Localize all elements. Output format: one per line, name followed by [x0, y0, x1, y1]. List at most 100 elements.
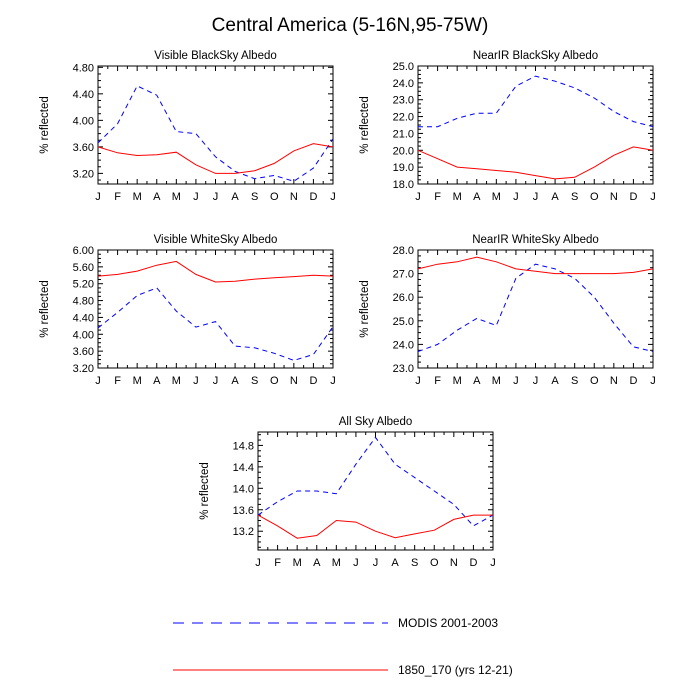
x-tick-label: M — [453, 375, 462, 387]
x-tick-label: S — [251, 191, 258, 203]
x-tick-label: J — [415, 191, 421, 203]
y-tick-label: 14.8 — [233, 440, 254, 452]
y-tick-label: 25.0 — [393, 61, 414, 73]
x-tick-label: J — [353, 557, 359, 569]
x-tick-label: F — [114, 191, 121, 203]
x-tick-label: F — [274, 557, 281, 569]
x-tick-label: A — [231, 375, 239, 387]
series-line-model — [417, 256, 654, 275]
y-tick-label: 3.60 — [73, 142, 94, 154]
y-tick-label: 13.6 — [233, 505, 254, 517]
x-tick-label: J — [490, 557, 496, 569]
x-tick-label: S — [251, 375, 258, 387]
legend-label-modis: MODIS 2001-2003 — [398, 616, 498, 630]
y-tick-label: 3.20 — [73, 363, 94, 375]
x-tick-label: J — [330, 191, 336, 203]
series-line-modis — [418, 75, 654, 128]
x-tick-label: A — [313, 557, 321, 569]
series-line-modis — [97, 85, 334, 182]
y-tick-label: 21.0 — [393, 128, 414, 140]
x-tick-label: D — [309, 375, 317, 387]
x-tick-label: O — [590, 375, 599, 387]
x-tick-label: J — [513, 375, 519, 387]
x-tick-label: J — [255, 557, 261, 569]
x-tick-label: J — [193, 191, 199, 203]
x-tick-label: D — [629, 191, 637, 203]
x-tick-label: O — [270, 375, 279, 387]
x-tick-label: D — [309, 191, 317, 203]
panel-title: Visible BlackSky Albedo — [154, 50, 277, 62]
y-tick-label: 23.0 — [393, 363, 414, 375]
y-tick-label: 14.4 — [233, 462, 254, 474]
y-tick-label: 20.0 — [393, 145, 414, 157]
x-tick-label: J — [415, 375, 421, 387]
x-tick-label: N — [610, 191, 618, 203]
x-tick-label: J — [373, 557, 379, 569]
x-tick-label: A — [153, 191, 161, 203]
x-tick-label: J — [650, 191, 656, 203]
x-tick-label: F — [434, 375, 441, 387]
y-axis-label: % reflected — [199, 462, 211, 520]
x-tick-label: J — [650, 375, 656, 387]
x-tick-label: F — [114, 375, 121, 387]
panel-title: Visible WhiteSky Albedo — [154, 234, 278, 246]
x-tick-label: J — [213, 375, 219, 387]
x-tick-label: D — [629, 375, 637, 387]
series-line-modis — [97, 287, 334, 361]
x-tick-label: J — [95, 375, 101, 387]
series-line-model — [257, 514, 493, 539]
y-tick-label: 14.0 — [233, 483, 254, 495]
x-tick-label: M — [332, 557, 341, 569]
x-tick-label: M — [172, 375, 181, 387]
x-tick-label: J — [513, 191, 519, 203]
x-tick-label: M — [133, 191, 142, 203]
figure-title: Central America (5-16N,95-75W) — [212, 15, 489, 36]
x-tick-label: N — [290, 375, 298, 387]
y-tick-label: 4.80 — [73, 62, 94, 74]
y-axis-label: % reflected — [39, 96, 51, 154]
panel-title: NearIR BlackSky Albedo — [473, 50, 598, 62]
y-tick-label: 26.0 — [393, 292, 414, 304]
y-tick-label: 3.60 — [73, 346, 94, 358]
legend: MODIS 2001-2003 1850_170 (yrs 12-21) — [173, 616, 513, 677]
series-line-modis — [417, 263, 654, 352]
panel-title: NearIR WhiteSky Albedo — [472, 234, 599, 246]
y-tick-label: 4.40 — [73, 312, 94, 324]
x-tick-label: S — [571, 191, 578, 203]
x-tick-label: M — [492, 375, 501, 387]
x-tick-label: A — [231, 191, 239, 203]
x-tick-label: O — [590, 191, 599, 203]
y-axis-label: % reflected — [39, 280, 51, 338]
x-tick-label: O — [430, 557, 439, 569]
x-tick-label: N — [290, 191, 298, 203]
x-tick-label: M — [492, 191, 501, 203]
x-tick-label: J — [193, 375, 199, 387]
y-axis-label: % reflected — [359, 96, 371, 154]
y-tick-label: 18.0 — [393, 179, 414, 191]
x-tick-label: S — [571, 375, 578, 387]
y-tick-label: 6.00 — [73, 245, 94, 257]
x-tick-label: J — [95, 191, 101, 203]
y-tick-label: 4.00 — [73, 329, 94, 341]
y-tick-label: 4.80 — [73, 296, 94, 308]
series-line-modis — [257, 436, 494, 527]
x-tick-label: M — [453, 191, 462, 203]
x-tick-label: J — [330, 375, 336, 387]
x-tick-label: N — [450, 557, 458, 569]
y-tick-label: 22.0 — [393, 112, 414, 124]
x-tick-label: D — [469, 557, 477, 569]
y-tick-label: 3.20 — [73, 168, 94, 180]
x-tick-label: S — [411, 557, 418, 569]
x-tick-label: N — [610, 375, 618, 387]
y-tick-label: 23.0 — [393, 95, 414, 107]
y-tick-label: 4.00 — [73, 115, 94, 127]
y-tick-label: 28.0 — [393, 245, 414, 257]
y-tick-label: 25.0 — [393, 316, 414, 328]
